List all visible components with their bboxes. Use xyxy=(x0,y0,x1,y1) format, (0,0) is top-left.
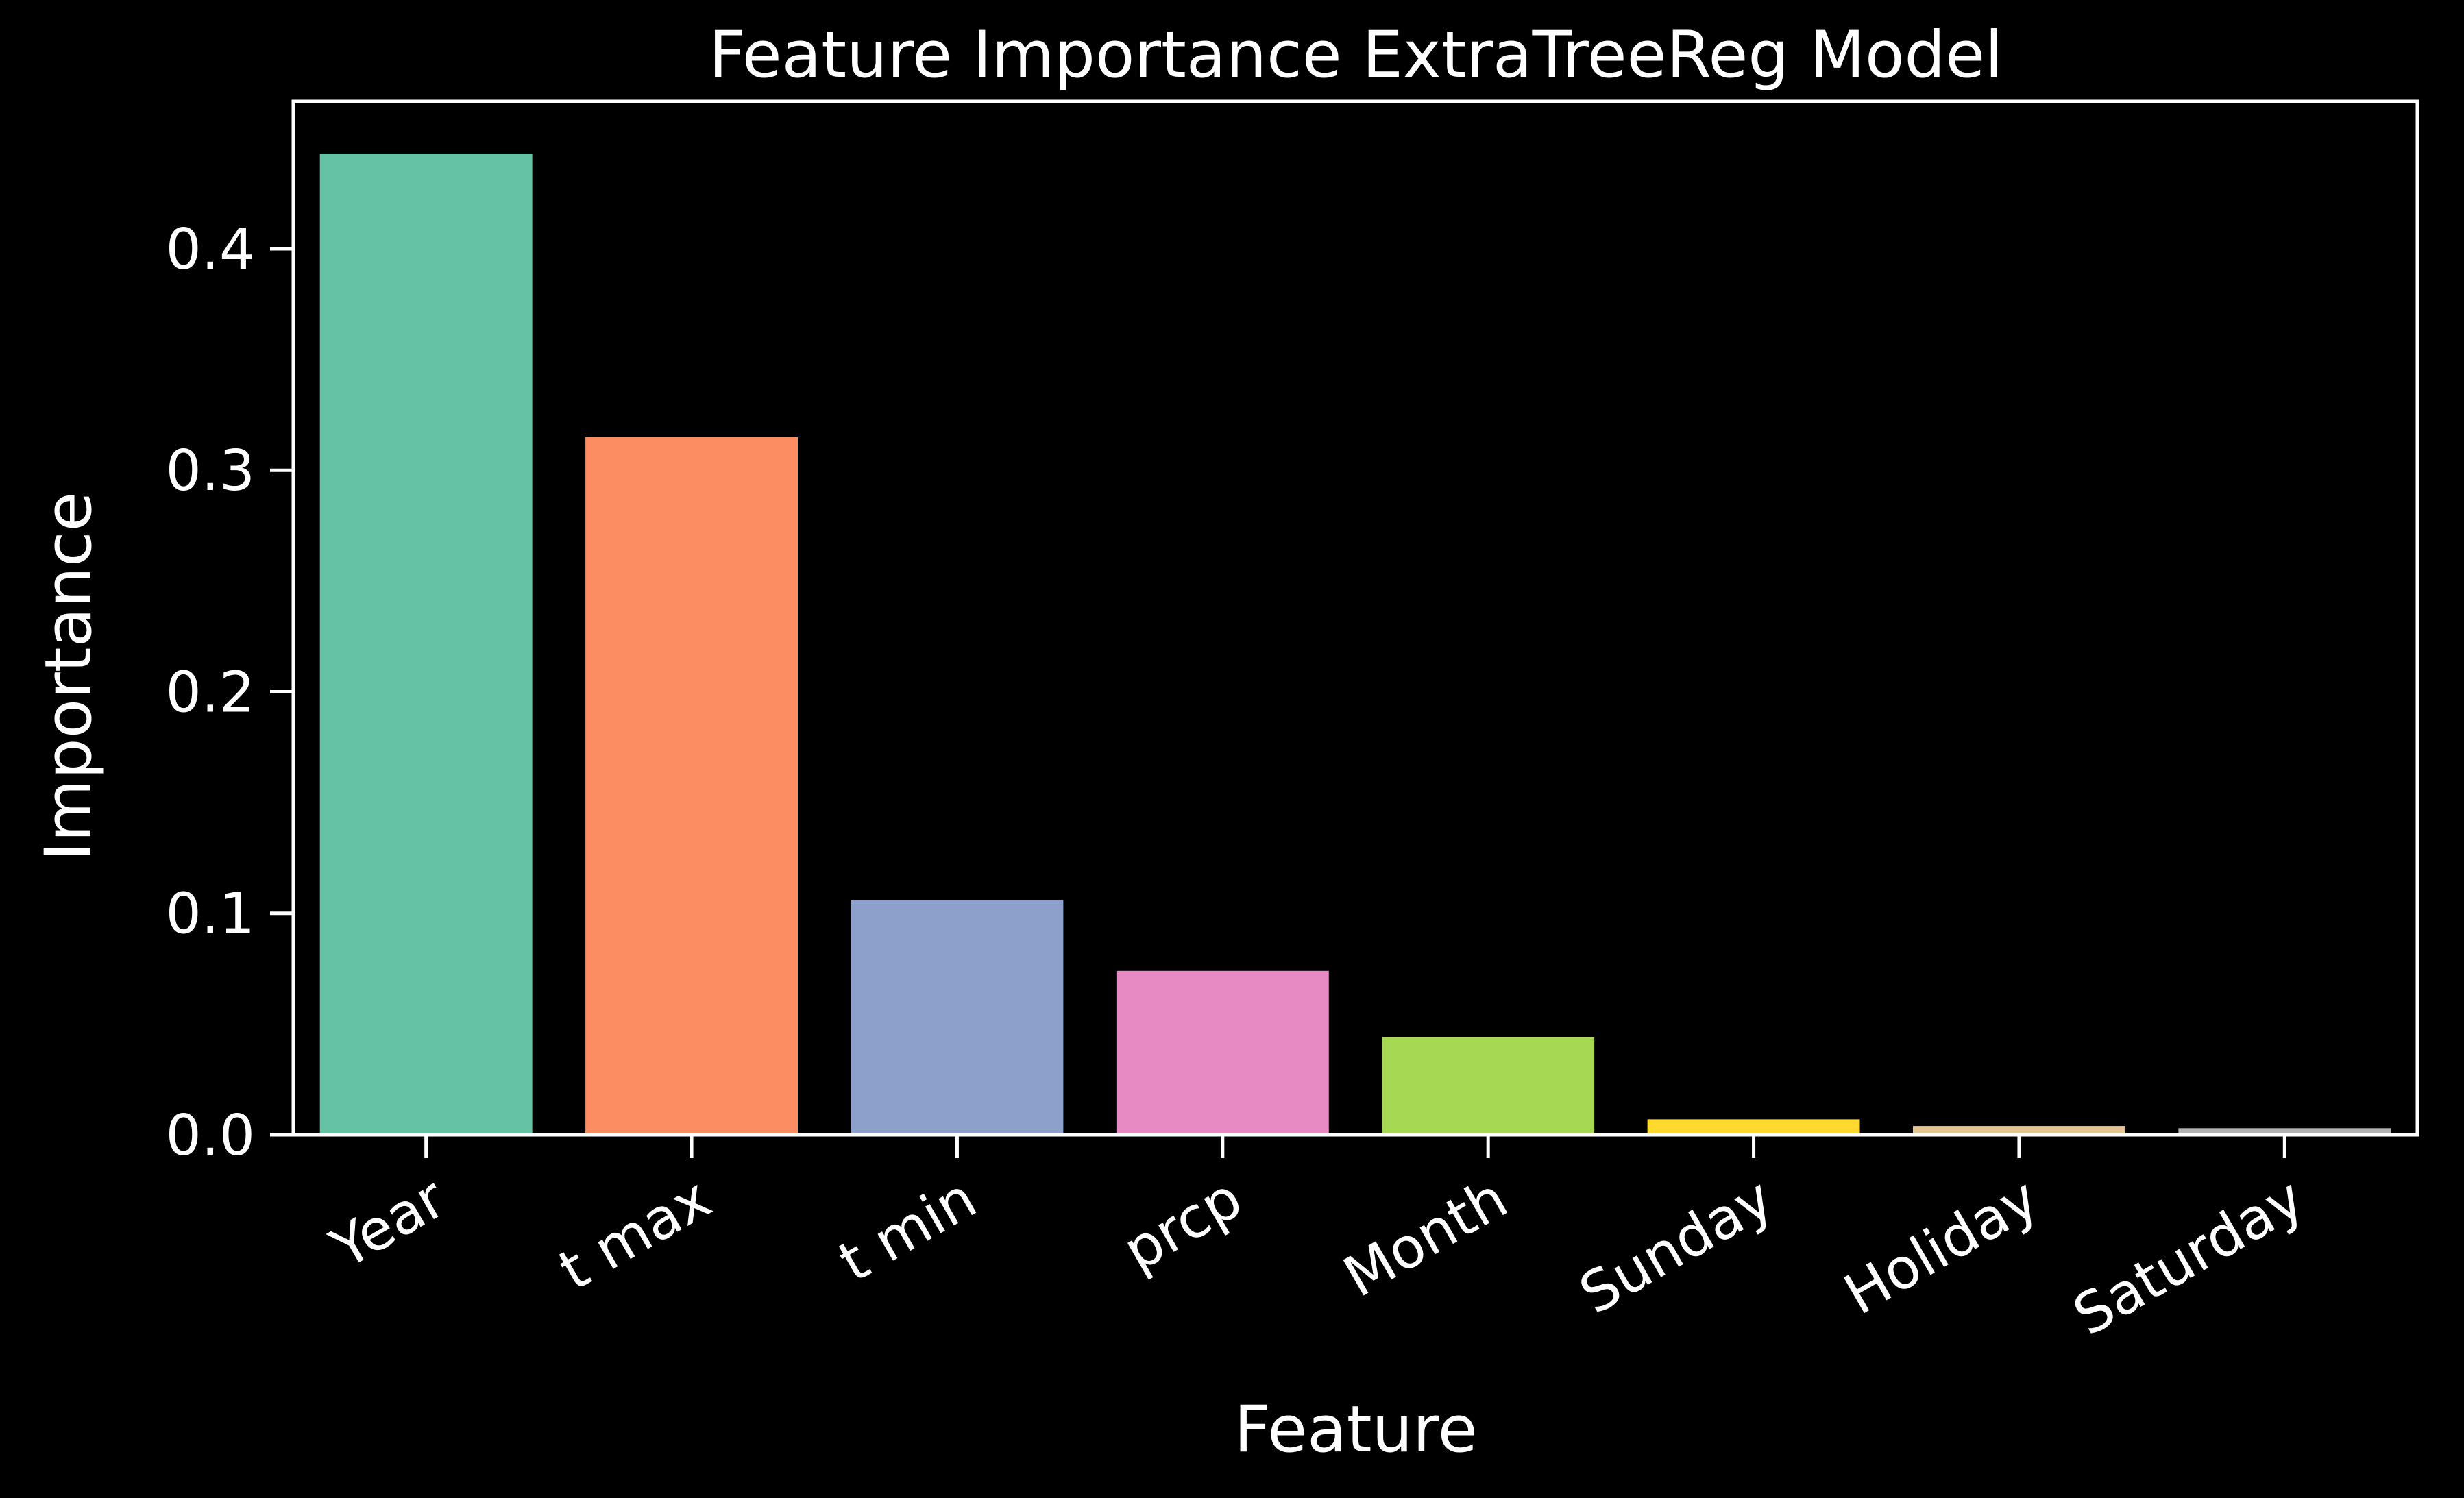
bar-holiday xyxy=(1912,1126,2125,1135)
x-axis: Year t max t min prcp Month Sunday Holiday Satu… xyxy=(320,1135,2315,1349)
x-tick-label-t-max: t max xyxy=(548,1166,722,1303)
bar-saturday xyxy=(2178,1128,2391,1135)
x-tick-label-holiday: Holiday xyxy=(1833,1166,2049,1327)
y-tick-label: 0.1 xyxy=(166,882,255,947)
x-tick-label-sunday: Sunday xyxy=(1569,1166,1783,1327)
bar-prcp xyxy=(1116,970,1329,1135)
chart-title: Feature Importance ExtraTreeReg Model xyxy=(709,18,2003,93)
y-tick-label: 0.2 xyxy=(166,660,255,725)
x-tick-label-month: Month xyxy=(1333,1166,1518,1310)
bar-t-min xyxy=(851,900,1064,1135)
y-tick-label: 0.3 xyxy=(166,439,255,504)
bars-layer xyxy=(319,153,2391,1135)
bar-t-max xyxy=(585,437,798,1135)
x-tick-label-saturday: Saturday xyxy=(2063,1166,2315,1349)
y-axis: 0.0 0.1 0.2 0.3 0.4 xyxy=(166,217,293,1168)
y-axis-label: Importance xyxy=(32,492,106,861)
bar-month xyxy=(1382,1037,1595,1135)
x-tick-label-year: Year xyxy=(320,1166,456,1282)
plot-frame xyxy=(291,99,2419,1137)
bar-sunday xyxy=(1647,1119,1860,1135)
x-tick-label-t-min: t min xyxy=(829,1166,988,1295)
bar-year xyxy=(319,153,533,1135)
x-tick-label-prcp: prcp xyxy=(1112,1166,1252,1284)
y-tick-label: 0.4 xyxy=(166,217,255,282)
y-tick-label: 0.0 xyxy=(166,1103,255,1168)
x-axis-label: Feature xyxy=(1234,1392,1477,1467)
